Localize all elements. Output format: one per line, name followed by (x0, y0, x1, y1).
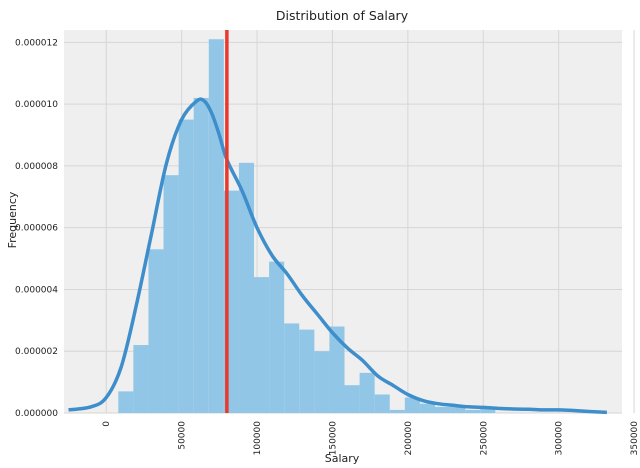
x-axis-label: Salary (325, 452, 360, 465)
y-tick-label: 0.000012 (15, 38, 58, 48)
histogram-bar (238, 162, 255, 413)
x-tick-label: 50000 (178, 421, 188, 450)
histogram-bar (404, 397, 420, 413)
histogram-bar (133, 345, 149, 413)
histogram-bar (374, 394, 390, 413)
histogram-bar (193, 97, 209, 414)
histogram-bar (434, 406, 451, 413)
x-tick-labels: 0 50000 100000 150000 200000 250000 300000 3500… (102, 421, 640, 456)
histogram-bar (450, 406, 466, 413)
histogram-bar (299, 329, 315, 413)
x-tick-label: 0 (102, 421, 112, 427)
y-tick-label: 0.000000 (15, 409, 58, 419)
histogram-bar (359, 372, 375, 413)
y-tick-label: 0.000002 (15, 347, 58, 357)
y-tick-label: 0.000010 (15, 100, 58, 110)
histogram-bar (284, 323, 300, 413)
y-tick-label: 0.000006 (15, 224, 58, 234)
y-tick-labels: 0.000000 0.000002 0.000004 0.000006 0.000008… (15, 38, 58, 419)
y-axis-label: Frequency (6, 191, 19, 248)
histogram-bar (389, 409, 405, 413)
histogram-bar (480, 406, 496, 413)
y-tick-label: 0.000008 (15, 162, 58, 172)
x-tick-label: 150000 (328, 421, 338, 456)
histogram-bar (254, 277, 270, 413)
histogram-bar (178, 119, 194, 414)
histogram-bar (269, 261, 285, 413)
histogram-bar (208, 39, 224, 414)
x-tick-label: 100000 (253, 421, 263, 456)
x-tick-label: 200000 (404, 421, 414, 456)
x-tick-label: 350000 (630, 421, 640, 456)
histogram-bar (163, 175, 179, 413)
histogram-bar (329, 326, 345, 413)
histogram-bar (148, 249, 164, 413)
histogram-bar (118, 391, 134, 413)
histogram-bar (465, 409, 481, 413)
y-tick-label: 0.000004 (15, 285, 58, 295)
x-tick-label: 300000 (555, 421, 565, 456)
histogram-bar (314, 351, 330, 413)
histogram-bar (344, 385, 360, 413)
kde-curve (68, 97, 608, 415)
x-tick-label: 250000 (479, 421, 489, 456)
histogram-bar (419, 403, 435, 413)
chart-title: Distribution of Salary (276, 8, 409, 23)
